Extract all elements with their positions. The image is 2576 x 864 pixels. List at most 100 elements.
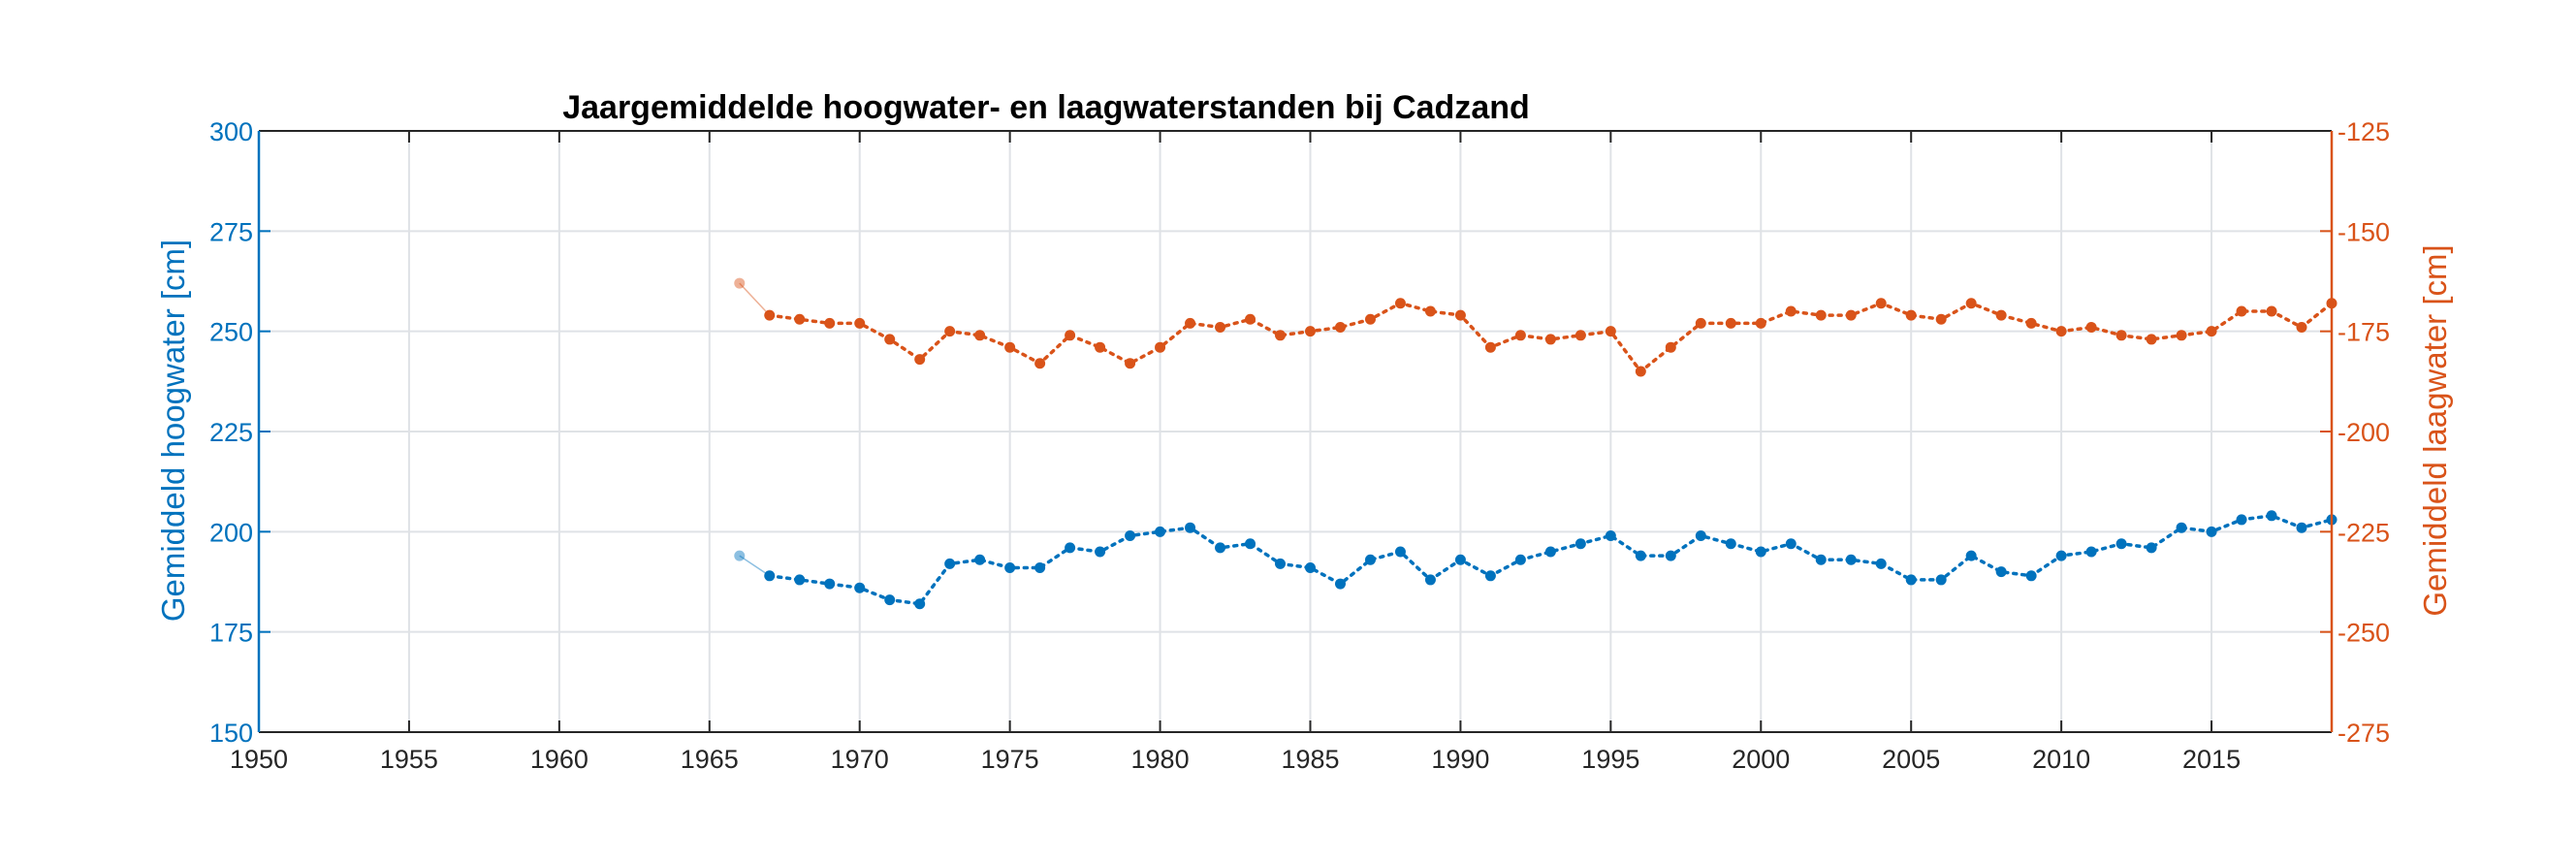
data-point — [2236, 514, 2247, 526]
data-point — [914, 598, 926, 610]
x-tick-label: 2005 — [1882, 745, 1940, 774]
x-tick-label: 1990 — [1431, 745, 1489, 774]
data-point — [1484, 341, 1496, 353]
data-point — [2085, 322, 2097, 334]
data-point — [1364, 554, 1376, 565]
data-point — [2025, 317, 2037, 329]
x-tick-label: 1995 — [1581, 745, 1639, 774]
x-tick-label: 2000 — [1732, 745, 1790, 774]
data-point — [1065, 330, 1076, 341]
data-point — [1875, 298, 1887, 309]
data-point — [764, 309, 776, 321]
y-left-tick-label: 175 — [209, 619, 253, 648]
y-right-tick-label: -175 — [2337, 318, 2390, 347]
data-point — [1635, 366, 1646, 377]
data-point — [734, 550, 746, 561]
data-point — [1725, 317, 1736, 329]
chart-title: Jaargemiddelde hoogwater- en laagwaterst… — [562, 89, 1530, 126]
data-point — [914, 354, 926, 366]
x-tick-label: 1965 — [681, 745, 739, 774]
data-point — [824, 578, 836, 590]
data-point — [1484, 570, 1496, 582]
x-tick-label: 1970 — [831, 745, 889, 774]
y-right-tick-label: -225 — [2337, 518, 2390, 547]
data-point — [1785, 305, 1797, 317]
series-line-faded — [739, 555, 771, 577]
data-point — [974, 330, 986, 341]
y-left-tick-label: 150 — [209, 719, 253, 748]
data-point — [1935, 313, 1947, 325]
data-point — [1424, 574, 1436, 586]
data-point — [2236, 305, 2247, 317]
data-point — [1424, 305, 1436, 317]
data-point — [1125, 358, 1136, 369]
data-point — [884, 334, 896, 345]
series-line — [768, 514, 2334, 606]
data-point — [1394, 546, 1406, 558]
data-point — [1635, 550, 1646, 561]
data-point — [2176, 330, 2187, 341]
data-point — [1845, 554, 1857, 565]
data-point — [1574, 330, 1586, 341]
series-right — [734, 277, 2337, 377]
data-point — [794, 574, 806, 586]
data-point — [944, 326, 956, 337]
data-point — [764, 570, 776, 582]
data-point — [2085, 546, 2097, 558]
y-right-tick-label: -150 — [2337, 217, 2390, 246]
x-tick-label: 2015 — [2182, 745, 2241, 774]
data-point — [944, 558, 956, 569]
series-left — [734, 510, 2337, 610]
data-point — [1845, 309, 1857, 321]
data-point — [734, 277, 746, 289]
x-tick-label: 1975 — [981, 745, 1039, 774]
data-point — [1245, 538, 1256, 550]
data-point — [1935, 574, 1947, 586]
data-point — [854, 317, 866, 329]
data-point — [1815, 554, 1827, 565]
data-point — [1275, 330, 1287, 341]
data-point — [1215, 542, 1226, 554]
data-point — [1004, 562, 1016, 574]
data-point — [1155, 341, 1166, 353]
data-point — [1815, 309, 1827, 321]
y-left-tick-label: 225 — [209, 418, 253, 447]
x-tick-label: 1985 — [1281, 745, 1339, 774]
data-point — [1034, 562, 1046, 574]
data-point — [1544, 334, 1556, 345]
data-point — [2206, 526, 2217, 537]
data-point — [974, 554, 986, 565]
grid — [258, 130, 2332, 733]
data-point — [1695, 317, 1706, 329]
data-point — [1605, 326, 1616, 337]
y-left-tick-label: 200 — [209, 518, 253, 547]
data-point — [2296, 522, 2307, 533]
data-point — [2146, 542, 2157, 554]
data-point — [1185, 317, 1196, 329]
data-point — [1755, 317, 1766, 329]
x-tick-label: 2010 — [2032, 745, 2090, 774]
data-point — [1125, 529, 1136, 541]
data-point — [1065, 542, 1076, 554]
y-axis-right-label: Gemiddeld laagwater [cm] — [2417, 244, 2453, 616]
data-point — [1875, 558, 1887, 569]
data-point — [1665, 341, 1676, 353]
data-point — [1304, 562, 1316, 574]
data-point — [1275, 558, 1287, 569]
y-right-tick-label: -275 — [2337, 719, 2390, 748]
data-point — [1454, 309, 1466, 321]
data-point — [1095, 546, 1106, 558]
x-tick-label: 1950 — [230, 745, 288, 774]
data-point — [1785, 538, 1797, 550]
y-right-tick-label: -250 — [2337, 619, 2390, 648]
y-axis-left-label: Gemiddeld hoogwater [cm] — [155, 240, 191, 622]
y-right-tick-label: -125 — [2337, 117, 2390, 146]
x-tick-label: 1980 — [1131, 745, 1190, 774]
data-point — [1574, 538, 1586, 550]
data-point — [884, 594, 896, 606]
data-point — [2115, 330, 2127, 341]
data-point — [1514, 330, 1526, 341]
data-point — [1695, 529, 1706, 541]
data-point — [1215, 322, 1226, 334]
